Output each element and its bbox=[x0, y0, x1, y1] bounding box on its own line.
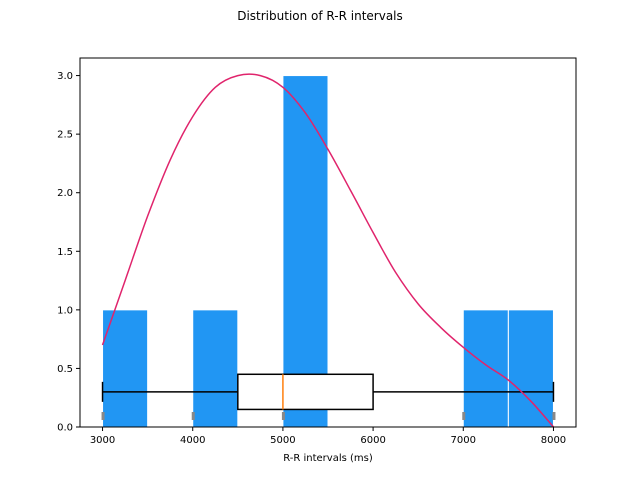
rug-mark bbox=[552, 412, 556, 420]
y-tick-label: 0.5 bbox=[57, 364, 73, 375]
y-tick-label: 3.0 bbox=[57, 71, 73, 82]
plot-area: 3000 4000 5000 6000 7000 8000 0.0 0.5 1.0 1.5 2.0 2… bbox=[57, 57, 577, 446]
x-tick-label: 3000 bbox=[90, 435, 115, 446]
x-tick-label: 6000 bbox=[360, 435, 385, 446]
y-tick-label: 0.0 bbox=[57, 423, 73, 434]
boxplot-box bbox=[237, 373, 374, 411]
rug-mark bbox=[191, 412, 195, 420]
x-tick-label: 4000 bbox=[180, 435, 205, 446]
axes-frame bbox=[79, 57, 577, 428]
y-tick-label: 1.0 bbox=[57, 305, 73, 316]
rug-mark bbox=[281, 412, 285, 420]
x-tick-label: 8000 bbox=[541, 435, 566, 446]
histogram-bar bbox=[462, 309, 509, 428]
kde-curve-line bbox=[101, 73, 555, 428]
y-tick-label: 2.0 bbox=[57, 188, 73, 199]
histogram-bar bbox=[102, 309, 149, 428]
x-tick-label: 7000 bbox=[451, 435, 476, 446]
y-tick-label: 2.5 bbox=[57, 130, 73, 141]
histogram-bar bbox=[507, 309, 554, 428]
chart-title: Distribution of R-R intervals bbox=[237, 9, 403, 23]
y-tick-label: 1.5 bbox=[57, 247, 73, 258]
x-tick-label: 5000 bbox=[270, 435, 295, 446]
x-axis-label: R-R intervals (ms) bbox=[283, 453, 373, 464]
histogram-bar bbox=[282, 75, 329, 428]
rug-mark bbox=[462, 412, 466, 420]
histogram-bar bbox=[192, 309, 239, 428]
rug-mark bbox=[101, 412, 105, 420]
